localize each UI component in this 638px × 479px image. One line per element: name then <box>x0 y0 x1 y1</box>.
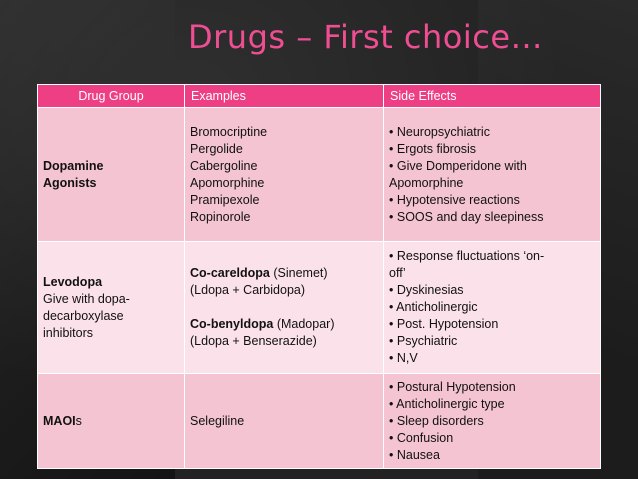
drug-table: Drug Group Examples Side Effects Dopamin… <box>37 84 601 469</box>
table-row-dopamine-agonists: Dopamine Agonists Bromocriptine Pergolid… <box>37 107 601 242</box>
side-effect-item: • Hypotensive reactions <box>389 192 520 207</box>
example-item: Apomorphine <box>190 175 265 190</box>
slide-title: Drugs – First choice… <box>188 18 544 56</box>
table-row-maois: MAOIs Selegiline • Postural Hypotension … <box>37 373 601 469</box>
side-effect-item: • Confusion <box>389 430 454 445</box>
header-examples: Examples <box>183 84 385 108</box>
side-effect-item: • Give Domperidone with <box>389 158 527 173</box>
example-name: Co-careldopa <box>190 266 270 280</box>
cell-examples: Bromocriptine Pergolide Cabergoline Apom… <box>183 107 385 242</box>
cell-side-effects: • Response fluctuations ‘on- off’ • Dysk… <box>383 241 601 374</box>
side-effect-item: • Neuropsychiatric <box>389 124 490 139</box>
side-effect-item: • Dyskinesias <box>389 283 464 297</box>
cell-side-effects: • Neuropsychiatric • Ergots fibrosis • G… <box>383 107 601 242</box>
side-effect-item: • Anticholinergic type <box>389 396 505 411</box>
example-item: Pramipexole <box>190 192 260 207</box>
cell-drug-group: MAOIs <box>37 373 185 469</box>
group-name-suffix: s <box>75 413 82 428</box>
side-effect-item: • Sleep disorders <box>389 413 484 428</box>
group-name: MAOIs <box>43 413 179 430</box>
side-effect-item: • Anticholinergic <box>389 300 478 314</box>
example-co-careldopa: Co-careldopa (Sinemet) <box>190 265 378 282</box>
side-effect-item: • Post. Hypotension <box>389 317 499 331</box>
group-name-bold: MAOI <box>43 413 76 428</box>
group-name: Levodopa <box>43 274 103 289</box>
example-name: Co-benyldopa <box>190 317 274 331</box>
group-name-line: Agonists <box>43 175 97 190</box>
side-effect-item: Apomorphine <box>389 175 464 190</box>
side-effect-item: • N,V <box>389 351 418 365</box>
group-note-line: decarboxylase <box>43 308 124 323</box>
cell-examples: Co-careldopa (Sinemet) (Ldopa + Carbidop… <box>183 241 385 374</box>
cell-drug-group: Dopamine Agonists <box>37 107 185 242</box>
group-note-line: Give with dopa- <box>43 291 130 306</box>
example-brand: (Sinemet) <box>269 266 328 280</box>
header-drug-group: Drug Group <box>37 84 185 108</box>
header-side-effects: Side Effects <box>383 84 601 108</box>
example-item: Pergolide <box>190 141 243 156</box>
example-item: Bromocriptine <box>190 124 268 139</box>
spacer <box>190 299 378 316</box>
side-effect-item: • Psychiatric <box>389 334 458 348</box>
example-brand: (Madopar) <box>273 317 335 331</box>
side-effect-item: • Response fluctuations ‘on- <box>389 249 545 263</box>
example-composition: (Ldopa + Benserazide) <box>190 334 317 348</box>
example-item: Selegiline <box>190 413 245 428</box>
side-effect-item: off’ <box>389 266 406 280</box>
side-effect-item: • Nausea <box>389 447 440 462</box>
table-header-row: Drug Group Examples Side Effects <box>37 84 601 108</box>
example-co-benyldopa: Co-benyldopa (Madopar) <box>190 316 378 333</box>
group-note-line: inhibitors <box>43 325 94 340</box>
side-effect-item: • SOOS and day sleepiness <box>389 209 544 224</box>
side-effect-item: • Postural Hypotension <box>389 379 516 394</box>
cell-side-effects: • Postural Hypotension • Anticholinergic… <box>383 373 601 469</box>
side-effect-item: • Ergots fibrosis <box>389 141 477 156</box>
group-name-line: Dopamine <box>43 158 104 173</box>
cell-drug-group: Levodopa Give with dopa- decarboxylase i… <box>37 241 185 374</box>
example-composition: (Ldopa + Carbidopa) <box>190 283 306 297</box>
example-item: Cabergoline <box>190 158 258 173</box>
example-item: Ropinorole <box>190 209 251 224</box>
cell-examples: Selegiline <box>183 373 385 469</box>
table-row-levodopa: Levodopa Give with dopa- decarboxylase i… <box>37 241 601 374</box>
